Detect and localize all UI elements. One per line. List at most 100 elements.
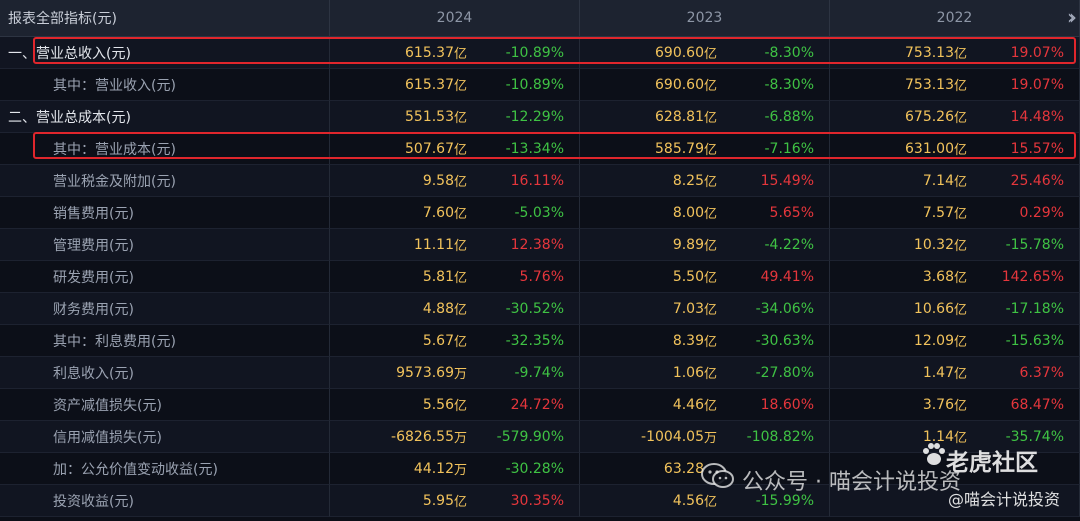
value-cell: 8.00 亿 5.65% — [580, 197, 830, 229]
row-label[interactable]: 其中：营业收入(元) — [0, 69, 330, 101]
value-amount: 753.13 — [905, 76, 954, 93]
value-amount: 7.03 — [672, 300, 704, 317]
row-label[interactable]: 信用减值损失(元) — [0, 421, 330, 453]
value-cell: 9.89 亿 -4.22% — [580, 229, 830, 261]
value-cell: 615.37 亿 -10.89% — [330, 37, 580, 69]
value-cell: 615.37 亿 -10.89% — [330, 69, 580, 101]
value-amount: 5.67 — [422, 332, 454, 349]
yoy-change-percent: -30.28% — [505, 460, 565, 477]
header-year-2023[interactable]: 2023 — [580, 0, 830, 37]
value-unit: 亿 — [704, 79, 718, 94]
value-amount: 44.12 — [413, 460, 454, 477]
value-amount: -1004.05 — [641, 428, 704, 445]
value-unit: 亿 — [704, 143, 718, 158]
value-cell: 507.67 亿 -13.34% — [330, 133, 580, 165]
value-amount: 4.46 — [672, 396, 704, 413]
value-amount: 3.76 — [922, 396, 954, 413]
row-label[interactable]: 营业税金及附加(元) — [0, 165, 330, 197]
row-label[interactable]: 管理费用(元) — [0, 229, 330, 261]
value-cell: 4.88 亿 -30.52% — [330, 293, 580, 325]
row-label[interactable]: 资产减值损失(元) — [0, 389, 330, 421]
value-amount: 5.56 — [422, 396, 454, 413]
row-label[interactable]: 研发费用(元) — [0, 261, 330, 293]
value-unit: 亿 — [704, 47, 718, 62]
value-amount: 10.32 — [913, 236, 954, 253]
yoy-change-percent: 16.11% — [510, 172, 565, 189]
value-cell: 63.28 — [580, 453, 830, 485]
handle-watermark: @喵会计说投资 — [948, 490, 1061, 509]
value-unit: 亿 — [454, 335, 468, 350]
value-cell: 3.76 亿 68.47% — [830, 389, 1080, 421]
row-label[interactable]: 二、营业总成本(元) — [0, 101, 330, 133]
yoy-change-percent: -27.80% — [755, 364, 815, 381]
row-label[interactable]: 利息收入(元) — [0, 357, 330, 389]
yoy-change-percent: 30.35% — [510, 492, 565, 509]
value-amount: 615.37 — [405, 44, 454, 61]
yoy-change-percent: 15.49% — [760, 172, 815, 189]
value-unit: 亿 — [454, 175, 468, 190]
value-amount: 63.28 — [663, 460, 704, 477]
yoy-change-percent: -9.74% — [514, 364, 565, 381]
value-amount: 8.25 — [672, 172, 704, 189]
value-unit: 亿 — [704, 367, 718, 382]
yoy-change-percent: 14.48% — [1010, 108, 1065, 125]
yoy-change-percent: 5.76% — [519, 268, 565, 285]
double-chevron-right-icon[interactable]: ›› — [1067, 5, 1077, 29]
yoy-change-percent: -30.63% — [755, 332, 815, 349]
value-amount: 11.11 — [413, 236, 454, 253]
value-amount: 5.95 — [422, 492, 454, 509]
header-year-2024[interactable]: 2024 — [330, 0, 580, 37]
value-unit: 亿 — [454, 111, 468, 126]
value-cell: 9573.69 万 -9.74% — [330, 357, 580, 389]
yoy-change-percent: -34.06% — [755, 300, 815, 317]
value-cell: 1.47 亿 6.37% — [830, 357, 1080, 389]
value-cell: 675.26 亿 14.48% — [830, 101, 1080, 133]
row-label[interactable]: 其中：利息费用(元) — [0, 325, 330, 357]
value-amount: 9573.69 — [396, 364, 454, 381]
wechat-watermark-text: 公众号 · 喵会计说投资 — [742, 470, 961, 495]
value-amount: 10.66 — [913, 300, 954, 317]
value-cell: 3.68 亿 142.65% — [830, 261, 1080, 293]
value-unit: 亿 — [954, 303, 968, 318]
yoy-change-percent: -15.78% — [1005, 236, 1065, 253]
value-unit: 亿 — [704, 111, 718, 126]
value-cell: 1.06 亿 -27.80% — [580, 357, 830, 389]
value-amount: 631.00 — [905, 140, 954, 157]
value-unit: 亿 — [454, 271, 468, 286]
value-cell: 631.00 亿 15.57% — [830, 133, 1080, 165]
value-unit: 亿 — [704, 239, 718, 254]
value-unit: 万 — [454, 431, 468, 446]
header-year-2022-label: 2022 — [936, 10, 973, 26]
value-cell: 753.13 亿 19.07% — [830, 69, 1080, 101]
value-amount: 1.47 — [922, 364, 954, 381]
yoy-change-percent: 19.07% — [1010, 44, 1065, 61]
row-label[interactable]: 一、营业总收入(元) — [0, 37, 330, 69]
value-cell: 10.66 亿 -17.18% — [830, 293, 1080, 325]
value-unit: 亿 — [954, 399, 968, 414]
row-label[interactable]: 销售费用(元) — [0, 197, 330, 229]
yoy-change-percent: 24.72% — [510, 396, 565, 413]
value-cell: 8.39 亿 -30.63% — [580, 325, 830, 357]
header-year-2022[interactable]: 2022 ›› — [830, 0, 1080, 37]
value-cell: 4.56 亿 -15.99% — [580, 485, 830, 517]
value-cell: 8.25 亿 15.49% — [580, 165, 830, 197]
value-unit: 万 — [454, 367, 468, 382]
value-amount: 1.06 — [672, 364, 704, 381]
row-label[interactable]: 财务费用(元) — [0, 293, 330, 325]
value-amount: 9.89 — [672, 236, 704, 253]
yoy-change-percent: -10.89% — [505, 44, 565, 61]
row-label[interactable]: 加：公允价值变动收益(元) — [0, 453, 330, 485]
tiger-paw-icon — [923, 443, 945, 465]
value-cell: 628.81 亿 -6.88% — [580, 101, 830, 133]
value-unit: 亿 — [954, 143, 968, 158]
value-cell: 11.11 亿 12.38% — [330, 229, 580, 261]
row-label[interactable]: 其中：营业成本(元) — [0, 133, 330, 165]
value-unit: 亿 — [454, 207, 468, 222]
value-unit: 亿 — [454, 143, 468, 158]
value-unit: 亿 — [704, 175, 718, 190]
value-unit: 亿 — [704, 207, 718, 222]
row-label[interactable]: 投资收益(元) — [0, 485, 330, 517]
value-unit: 亿 — [954, 207, 968, 222]
value-cell: 9.58 亿 16.11% — [330, 165, 580, 197]
yoy-change-percent: 142.65% — [1001, 268, 1065, 285]
